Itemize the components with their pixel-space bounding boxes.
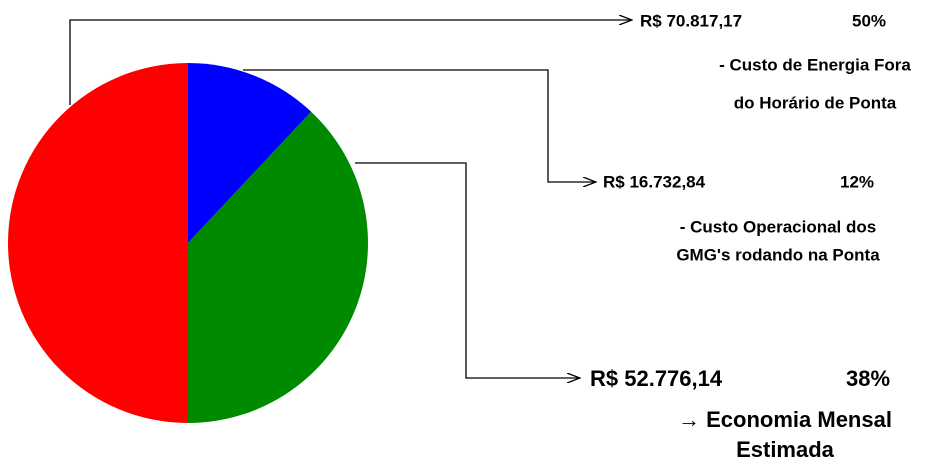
leader-line bbox=[243, 69, 596, 182]
pie-slice bbox=[188, 63, 312, 243]
value-label: 38% bbox=[846, 366, 890, 391]
pie bbox=[8, 63, 369, 423]
amount-label: R$ 70.817,17 bbox=[640, 11, 742, 30]
description: - Custo Operacional dos bbox=[680, 217, 876, 236]
description: GMG's rodando na Ponta bbox=[676, 245, 880, 264]
pie-slice bbox=[8, 63, 188, 423]
description: → Economia Mensal bbox=[678, 407, 892, 432]
description: - Custo de Energia Fora bbox=[719, 55, 911, 74]
value-label: 50% bbox=[852, 11, 886, 30]
leader-line bbox=[355, 162, 580, 378]
amount-label: R$ 52.776,14 bbox=[590, 366, 723, 391]
leader-line bbox=[69, 20, 632, 105]
description: Estimada bbox=[736, 437, 835, 462]
pie-slice bbox=[188, 111, 369, 423]
value-label: 12% bbox=[840, 172, 874, 191]
amount-label: R$ 16.732,84 bbox=[603, 172, 706, 191]
description: do Horário de Ponta bbox=[734, 93, 897, 112]
